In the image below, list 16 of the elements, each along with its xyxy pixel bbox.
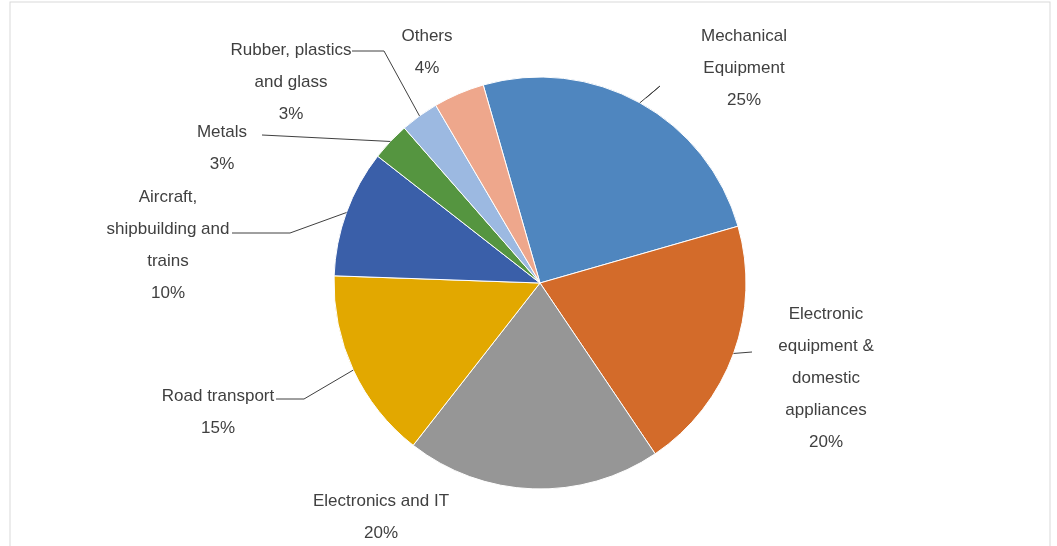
- data-label: 25%: [726, 89, 762, 109]
- slice-label: Road transport: [161, 385, 275, 405]
- slice-label: Mechanical Equipment: [701, 25, 787, 77]
- data-label: 3%: [209, 153, 235, 173]
- data-label: 4%: [414, 57, 440, 77]
- slice-label: Metals: [196, 121, 248, 141]
- slice-label: Electronics and IT: [312, 490, 450, 510]
- slice-label: Others: [401, 25, 453, 45]
- data-label: 15%: [200, 417, 236, 437]
- data-label: 3%: [278, 103, 304, 123]
- data-label: 10%: [150, 282, 186, 302]
- slice-label: Rubber, plastics and glass: [230, 39, 352, 91]
- slice-label: Electronic equipment & domestic appliances: [778, 303, 875, 419]
- slice-label: Aircraft, shipbuilding and trains: [106, 186, 230, 270]
- data-label: 20%: [363, 522, 399, 542]
- data-label: 20%: [808, 431, 844, 451]
